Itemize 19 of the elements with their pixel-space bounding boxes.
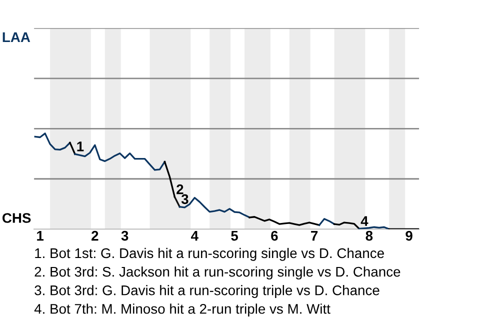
text: LAA [2, 32, 30, 42]
text: 3. Bot 3rd: G. Davis hit a run-scoring triple vs D. Chance [34, 285, 380, 298]
x-tick-label: 6 [271, 230, 278, 241]
series-label: 2 [176, 184, 184, 194]
x-tick-label: 1 [37, 231, 44, 241]
x-tick-label: 2 [92, 230, 98, 241]
text: 2. Bot 3rd: S. Jackson hit a run-scoring single vs D. Chance [34, 266, 400, 280]
text: 1. Bot 1st: G. Davis hit a run-scoring single vs D. Chance [35, 248, 384, 261]
text: CHS [2, 213, 31, 223]
x-tick-label: 5 [231, 231, 238, 241]
series-label: 1 [77, 142, 84, 152]
x-tick-label: 3 [121, 230, 128, 241]
series-label: 3 [181, 194, 188, 204]
x-tick-label: 7 [311, 231, 318, 241]
x-tick-label: 9 [406, 230, 412, 241]
x-tick-label: 4 [190, 231, 198, 241]
text: 4. Bot 7th: M. Minoso hit a 2-run triple vs M. Witt [34, 304, 330, 317]
series-label: 4 [360, 216, 368, 226]
x-tick-label: 8 [366, 230, 373, 241]
